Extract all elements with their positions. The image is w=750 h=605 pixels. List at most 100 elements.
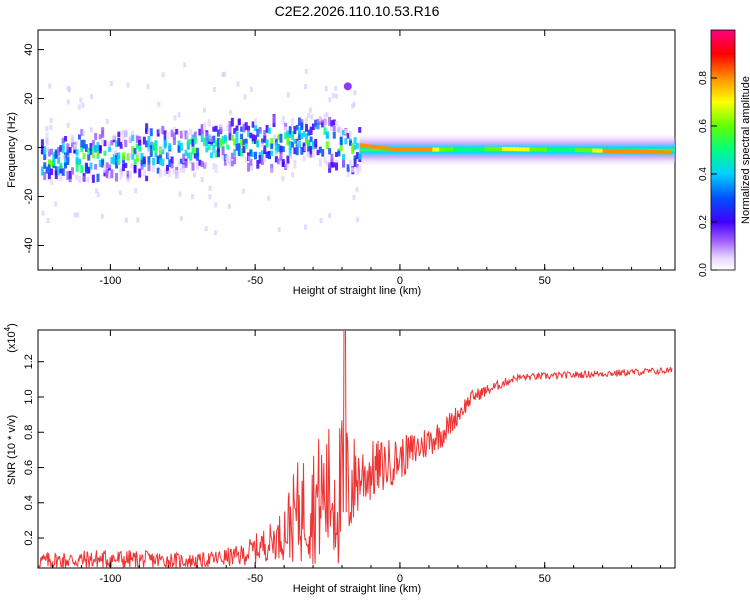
band-core-cell (547, 147, 551, 152)
heatmap-cell (182, 153, 186, 162)
noise-speckle (221, 72, 225, 78)
y-tick-label: 0 (23, 144, 35, 150)
noise-speckle (304, 68, 308, 74)
noise-speckle (335, 93, 339, 99)
band-core-cell (432, 147, 436, 152)
heatmap-cell (108, 141, 112, 148)
y-tick-label: -40 (23, 238, 35, 254)
heatmap-cell (205, 147, 209, 153)
heatmap-cell (233, 128, 237, 134)
noise-speckle (105, 118, 109, 124)
heatmap-cell (68, 147, 72, 153)
heatmap-cell (267, 153, 271, 159)
noise-speckle (352, 194, 356, 200)
heatmap-cell (247, 130, 251, 138)
heatmap-cell (191, 146, 195, 155)
heatmap-cell (353, 144, 357, 150)
band-core-cell (637, 149, 641, 154)
heatmap-cell (124, 139, 128, 148)
snr-panel (37, 329, 676, 569)
heatmap-cell (105, 162, 109, 168)
heatmap-cell (230, 134, 234, 141)
noise-speckle (66, 122, 70, 128)
heatmap-cell (149, 128, 153, 137)
heatmap-cell (159, 169, 163, 178)
heatmap-cell (309, 126, 313, 135)
noise-speckle (134, 188, 138, 194)
band-core-cell (522, 147, 527, 152)
heatmap-cell (184, 160, 188, 168)
heatmap-cell (87, 166, 91, 174)
heatmap-cell (147, 142, 151, 151)
band-core-cell (515, 147, 520, 152)
heatmap-cell (300, 147, 304, 155)
heatmap-cell (260, 138, 264, 144)
heatmap-cell (203, 124, 207, 132)
band-core-cell (595, 148, 600, 153)
heatmap-cell (242, 139, 246, 146)
noise-speckle (285, 163, 289, 169)
heatmap-cell (258, 152, 262, 158)
heatmap-cell (353, 155, 357, 162)
heatmap-cell (228, 133, 232, 141)
heatmap-cell (277, 134, 281, 141)
colorbar (710, 29, 736, 271)
noise-speckle (49, 117, 53, 123)
heatmap-cell (304, 117, 308, 125)
heatmap-cell (43, 171, 47, 180)
noise-speckle (261, 142, 265, 148)
heatmap-cell (286, 130, 290, 137)
heatmap-cell (226, 124, 230, 132)
heatmap-cell (124, 162, 128, 168)
noise-speckle (214, 202, 218, 208)
heatmap-cell (128, 135, 132, 143)
heatmap-cell (115, 140, 119, 148)
band-core-cell (376, 145, 381, 150)
heatmap-cell (77, 158, 81, 165)
heatmap-cell (335, 162, 339, 171)
heatmap-cell (307, 129, 311, 136)
heatmap-cell (284, 126, 288, 135)
heatmap-cell (270, 143, 274, 150)
heatmap-cell (304, 139, 308, 145)
heatmap-cell (244, 157, 248, 163)
noise-speckle (126, 82, 130, 88)
band-core-cell (668, 150, 673, 155)
heatmap-cell (193, 131, 197, 140)
noise-speckle (161, 72, 165, 78)
heatmap-cell (142, 156, 146, 165)
band-core-cell (401, 148, 405, 153)
heatmap-cell (161, 158, 165, 167)
heatmap-cell (242, 124, 246, 133)
y-tick-label: 0.6 (23, 460, 35, 475)
heatmap-cell (355, 167, 359, 175)
heatmap-cell (219, 140, 223, 148)
heatmap-cell (281, 115, 285, 125)
heatmap-cell (59, 165, 63, 174)
noise-speckle (270, 168, 274, 174)
band-core-cell (439, 147, 443, 152)
heatmap-cell (108, 144, 112, 152)
heatmap-cell (348, 130, 352, 138)
noise-speckle (202, 107, 206, 113)
colorbar-tick-label: 0.6 (698, 119, 709, 133)
heatmap-cell (66, 156, 70, 165)
heatmap-cell (101, 127, 105, 136)
band-core-cell (588, 148, 593, 153)
heatmap-cell (298, 127, 302, 135)
band-core-cell (449, 147, 454, 152)
heatmap-cell (270, 138, 274, 147)
heatmap-cell (91, 140, 95, 146)
band-core-cell (373, 145, 377, 150)
heatmap-cell (47, 172, 51, 180)
heatmap-cell (244, 143, 248, 149)
heatmap-cell (325, 131, 329, 139)
noise-speckle (149, 140, 153, 146)
heatmap-cell (45, 166, 49, 174)
heatmap-cell (200, 125, 204, 135)
heatmap-cell (147, 163, 151, 172)
band-core-cell (390, 146, 395, 151)
heatmap-cell (50, 179, 54, 186)
noise-speckle (73, 212, 77, 218)
band-core-cell (654, 150, 659, 155)
